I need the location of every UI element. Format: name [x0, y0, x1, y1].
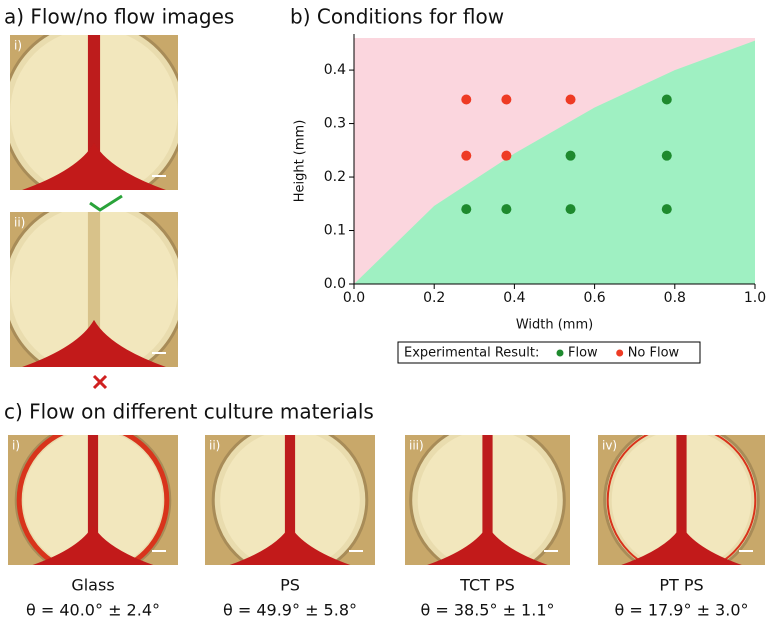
- contact-angle: θ = 38.5° ± 1.1°: [420, 601, 554, 620]
- contact-angle: θ = 40.0° ± 2.4°: [26, 601, 160, 620]
- x-tick-label: 0.6: [583, 290, 605, 306]
- y-tick-label: 0.2: [324, 169, 346, 185]
- channel: [88, 435, 98, 540]
- figure: a) Flow/no flow images b) Conditions for…: [0, 0, 770, 627]
- point: [662, 95, 672, 105]
- channel: [676, 435, 686, 540]
- photo-label: i): [12, 439, 20, 453]
- point: [566, 95, 576, 105]
- point: [566, 151, 576, 161]
- photo-label: iii): [409, 439, 424, 453]
- photo-label: iv): [602, 439, 617, 453]
- photo: ii): [205, 423, 375, 577]
- x-axis-label: Width (mm): [516, 318, 593, 333]
- photo-content: [8, 423, 178, 577]
- legend-label: Flow: [568, 346, 598, 361]
- legend-label: No Flow: [628, 346, 680, 361]
- photo-content: [598, 423, 765, 577]
- photo-content: [205, 423, 375, 577]
- check-mark: [90, 196, 122, 210]
- cross-mark: [94, 376, 106, 388]
- point: [662, 204, 672, 214]
- photo: i): [3, 22, 185, 204]
- point: [662, 151, 672, 161]
- photo-label: i): [14, 39, 22, 53]
- channel: [482, 435, 492, 540]
- point: [501, 95, 511, 105]
- photo-content: [405, 423, 570, 577]
- x-tick-label: 0.8: [664, 290, 686, 306]
- point: [501, 204, 511, 214]
- y-tick-label: 0.3: [324, 116, 346, 132]
- y-tick-label: 0.4: [324, 62, 346, 78]
- x-tick-label: 1.0: [744, 290, 766, 306]
- chart-title: b) Conditions for flow: [290, 5, 504, 29]
- photo: ii): [3, 199, 185, 381]
- legend-title: Experimental Result:: [404, 346, 539, 361]
- contact-angle: θ = 49.9° ± 5.8°: [223, 601, 357, 620]
- x-tick-label: 0.4: [503, 290, 525, 306]
- channel: [285, 435, 295, 540]
- contact-angle: θ = 17.9° ± 3.0°: [614, 601, 748, 620]
- photo: iii): [405, 423, 570, 577]
- point: [461, 151, 471, 161]
- material: PS: [280, 576, 300, 595]
- channel: [88, 35, 100, 160]
- photo: iv): [598, 423, 765, 577]
- x-tick-label: 0.2: [423, 290, 445, 306]
- legend-marker: [557, 350, 564, 357]
- panel-a-title: a) Flow/no flow images: [4, 5, 234, 29]
- point: [566, 204, 576, 214]
- material: Glass: [71, 576, 114, 595]
- photo: i): [8, 423, 178, 577]
- point: [501, 151, 511, 161]
- photo-label: ii): [14, 216, 25, 230]
- point: [461, 204, 471, 214]
- photo-label: ii): [209, 439, 220, 453]
- y-tick-label: 0.1: [324, 223, 346, 239]
- legend-marker: [616, 350, 623, 357]
- panel-c-title: c) Flow on different culture materials: [4, 400, 374, 424]
- y-axis-label: Height (mm): [293, 120, 308, 203]
- material: TCT PS: [459, 576, 515, 595]
- point: [461, 95, 471, 105]
- x-tick-label: 0.0: [343, 290, 365, 306]
- material: PT PS: [659, 576, 703, 595]
- channel: [88, 212, 100, 337]
